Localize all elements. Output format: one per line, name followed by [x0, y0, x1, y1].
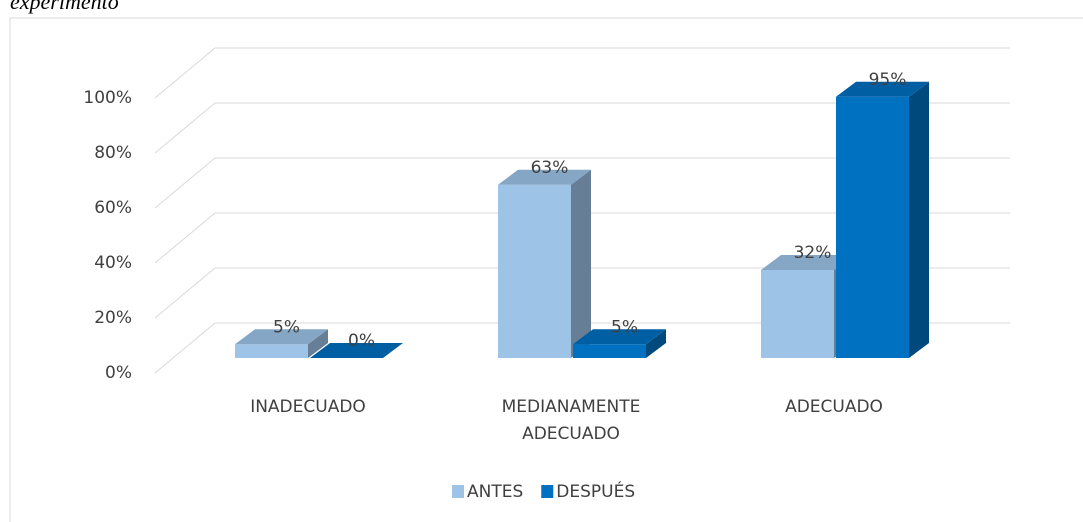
- legend-swatch: [452, 485, 464, 498]
- y-tick-label: 60%: [94, 198, 132, 218]
- bar-top: [573, 329, 666, 345]
- bar-side: [571, 169, 591, 358]
- bar-top: [836, 81, 929, 97]
- bar: [235, 344, 308, 358]
- data-label: 5%: [273, 317, 300, 337]
- y-tick-label: 100%: [83, 88, 132, 108]
- y-tick-label: 20%: [94, 308, 132, 328]
- grid-line: [154, 267, 216, 319]
- legend-swatch: [541, 485, 554, 498]
- bar: [836, 96, 909, 358]
- bar: [573, 344, 646, 358]
- chart-frame: [9, 17, 1083, 522]
- x-tick-label: INADECUADO: [250, 397, 366, 417]
- bar-side: [909, 81, 929, 358]
- data-label: 32%: [794, 243, 832, 263]
- x-tick-label: ADECUADO: [785, 397, 883, 417]
- data-label: 95%: [869, 70, 907, 90]
- data-label: 63%: [531, 158, 569, 178]
- data-label: 5%: [611, 317, 638, 337]
- bar-top: [498, 169, 591, 185]
- bar-top: [235, 329, 328, 345]
- bar-top: [310, 343, 403, 358]
- y-tick-label: 40%: [94, 253, 132, 273]
- y-tick-label: 80%: [94, 143, 132, 163]
- legend-label: ANTES: [467, 482, 523, 502]
- bar-side: [308, 329, 328, 358]
- y-tick-label: 0%: [105, 363, 132, 383]
- bar-side: [646, 329, 666, 358]
- grid-line: [154, 47, 216, 99]
- bar: [498, 184, 571, 358]
- data-label: 0%: [348, 331, 375, 351]
- grid-line: [154, 157, 216, 209]
- grid-line: [154, 212, 216, 264]
- x-tick-label: MEDIANAMENTE ADECUADO: [501, 397, 641, 444]
- grid-line: [154, 322, 216, 374]
- bar: [761, 270, 834, 358]
- grid-line: [154, 102, 216, 154]
- chart-title: experimento: [10, 0, 119, 14]
- bar-top: [761, 255, 854, 270]
- legend-label: DESPUÉS: [556, 480, 635, 502]
